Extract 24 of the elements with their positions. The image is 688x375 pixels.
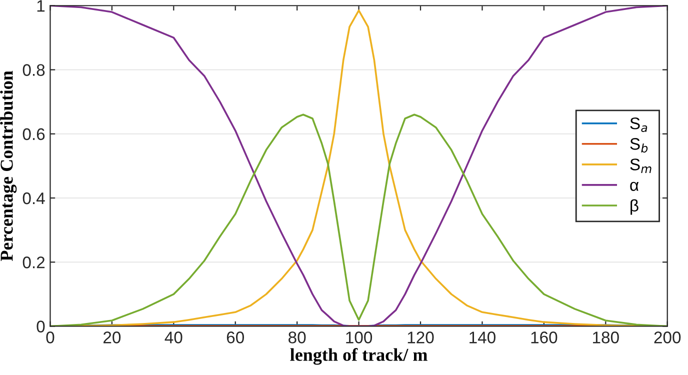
y-tick-label: 0.2 (22, 256, 45, 268)
x-tick-label: 200 (654, 332, 681, 344)
legend-label: S$_{b}$ (630, 138, 648, 153)
x-tick-label: 120 (408, 332, 434, 344)
y-axis-title: Percentage Contribution (0, 70, 17, 261)
y-tick-label: 1 (37, 0, 45, 12)
y-tick-label: 0 (36, 320, 45, 332)
x-tick-label: 40 (164, 332, 182, 344)
legend-label: S$_{a}$ (630, 118, 648, 132)
x-tick-label: 60 (226, 332, 244, 344)
x-tick-label: 160 (531, 332, 558, 344)
legend-label: α (630, 182, 639, 191)
x-tick-label: 100 (346, 332, 372, 344)
x-tick-label: 80 (288, 332, 306, 344)
legend-label: S$_{m}$ (630, 158, 652, 173)
y-tick-label: 0.8 (22, 64, 45, 76)
legend-label: β (630, 199, 638, 215)
x-axis-title: length of track/ m (290, 348, 428, 365)
x-tick-label: 180 (593, 332, 619, 344)
y-tick-label: 0.4 (22, 192, 45, 204)
x-tick-label: 20 (104, 332, 121, 344)
x-tick-label: 140 (470, 332, 496, 344)
x-tick-label: 0 (46, 332, 54, 344)
y-tick-label: 0.6 (22, 128, 45, 140)
